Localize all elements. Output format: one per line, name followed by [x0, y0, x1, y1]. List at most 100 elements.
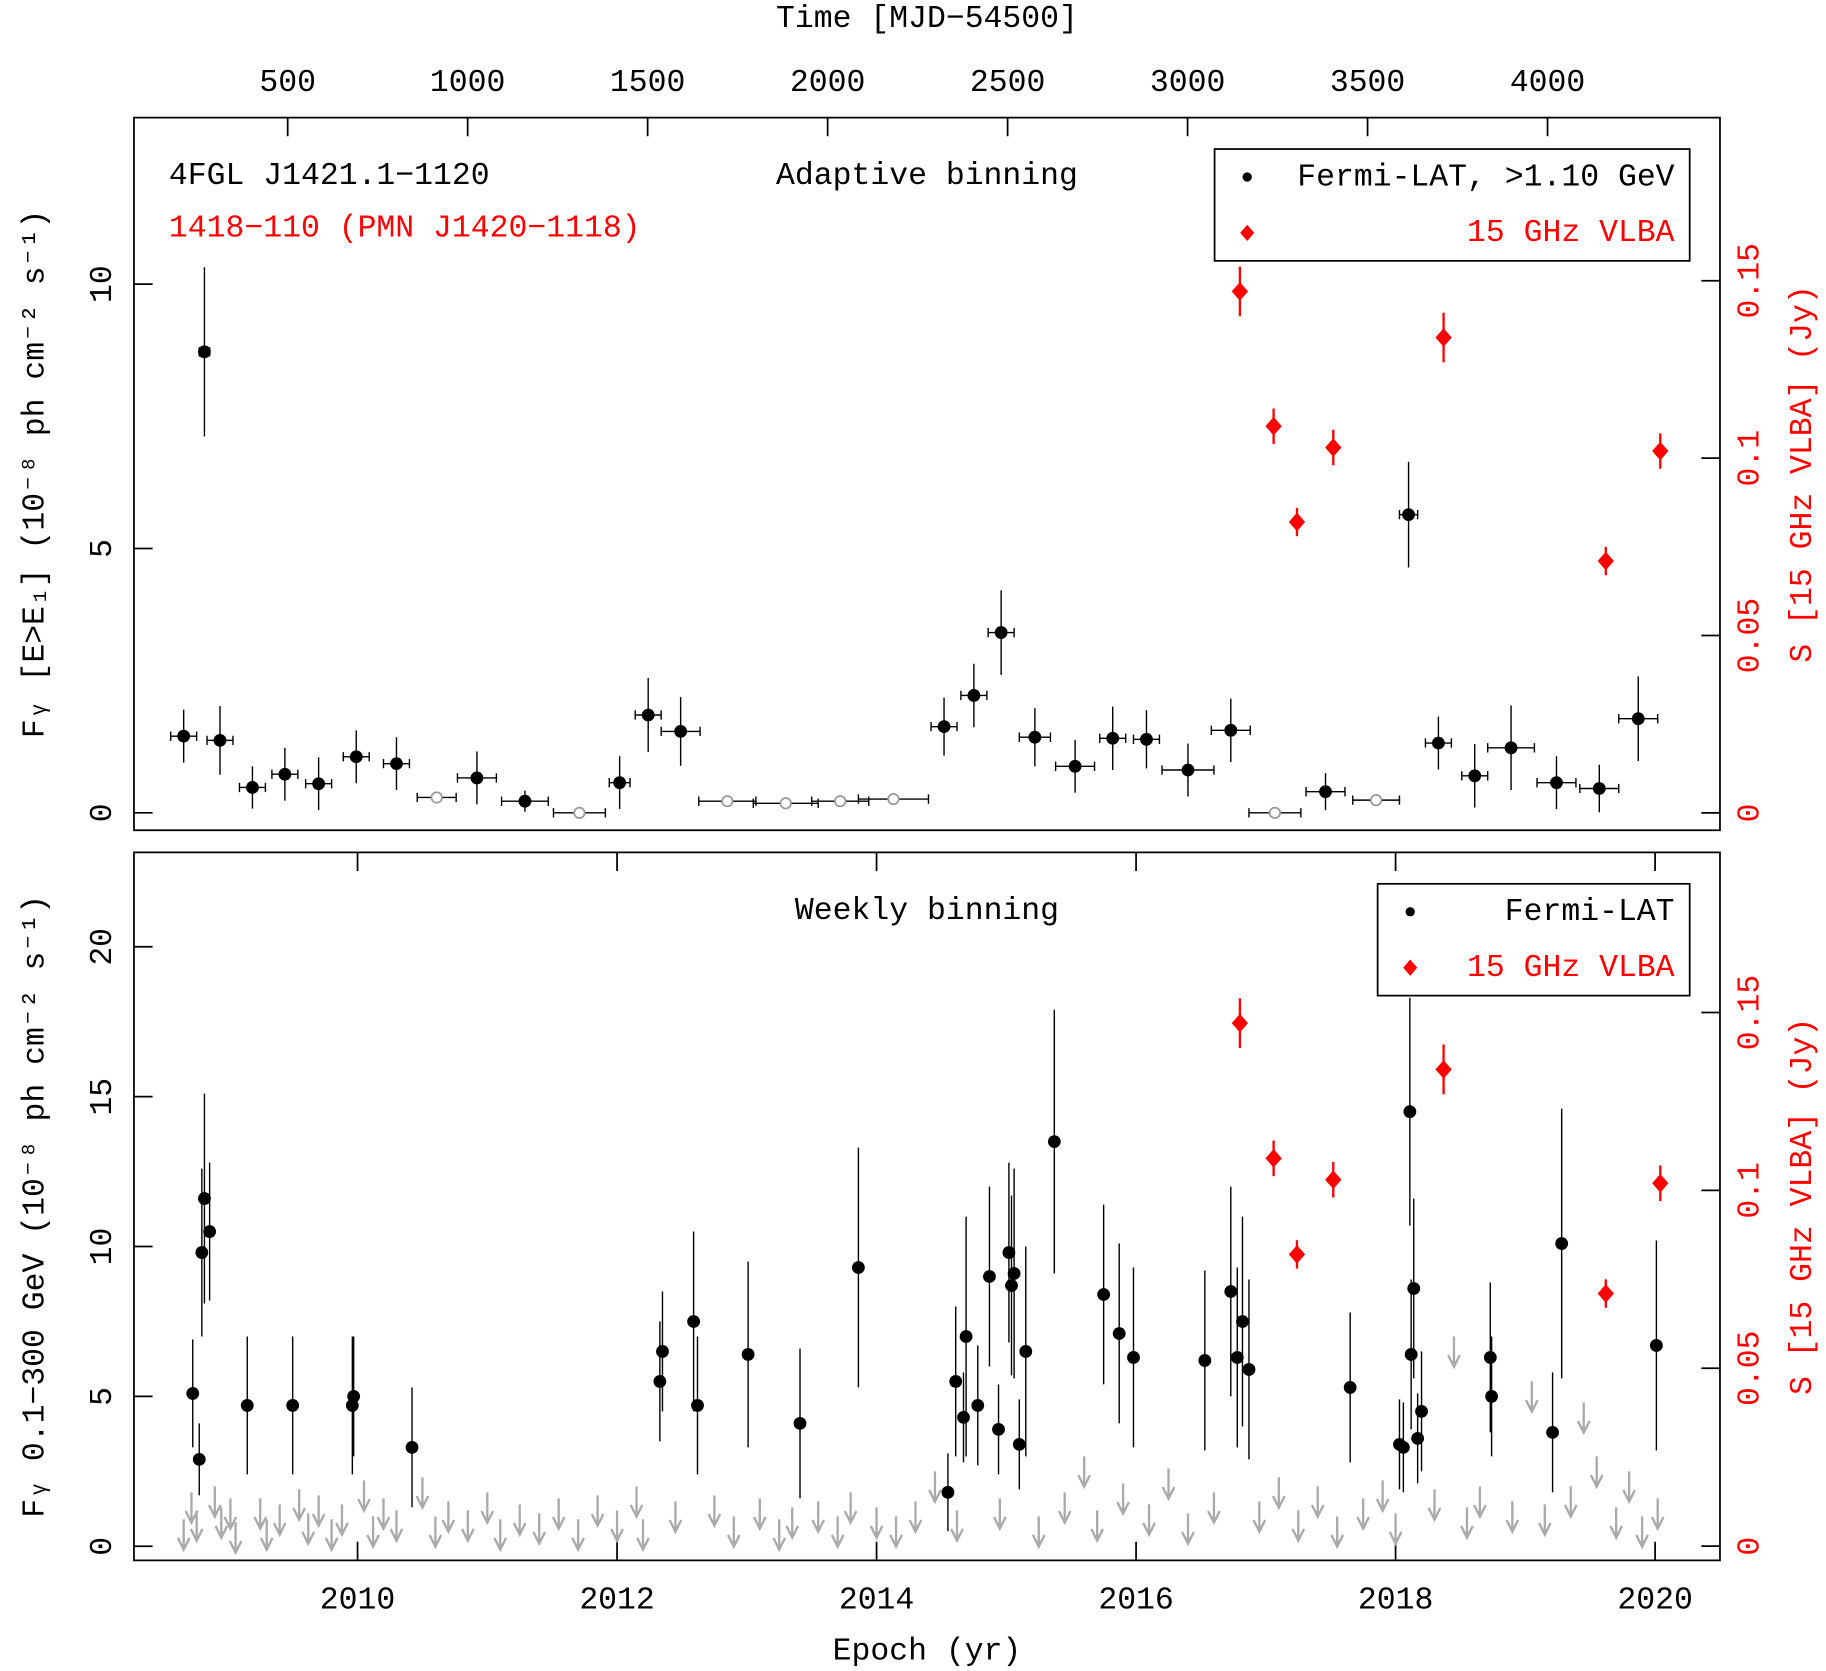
x2-tick-label: 2500 [970, 66, 1045, 101]
upper-limit-arrow [1310, 1486, 1325, 1520]
data-point [1403, 1105, 1417, 1119]
upper-limit-arrow [1473, 1486, 1487, 1520]
y-axis-label: Fᵧ [E>E₁] (10⁻⁸ ph cm⁻² s⁻¹) [18, 210, 53, 738]
upper-limit-point [1370, 794, 1383, 807]
data-point [1127, 1351, 1140, 1364]
y-tick-label: 20 [86, 928, 121, 966]
data-point [1112, 1327, 1126, 1340]
x-tick-label: 2014 [839, 1583, 914, 1618]
data-point [246, 781, 259, 794]
data-point [1012, 1437, 1026, 1451]
data-point [1649, 1339, 1663, 1352]
data-point [1319, 785, 1332, 799]
data-point [1047, 1135, 1061, 1149]
x-tick-label: 2012 [579, 1583, 654, 1618]
upper-limit-arrow [551, 1498, 566, 1532]
data-point [959, 1330, 973, 1343]
data-point [1504, 741, 1518, 755]
data-point [992, 1422, 1005, 1436]
data-point [213, 733, 227, 747]
legend-label: 15 GHz VLBA [1467, 216, 1675, 251]
upper-limit-arrow [1330, 1516, 1345, 1550]
data-point [851, 1261, 865, 1274]
data-point [1631, 712, 1645, 726]
y-tick-label: 5 [86, 539, 121, 558]
upper-limit-arrow [950, 1510, 964, 1544]
data-point [1592, 782, 1606, 795]
upper-limit-arrow [1505, 1501, 1520, 1535]
y2-tick-label: 0.15 [1734, 975, 1769, 1050]
y2-tick-label: 0.05 [1734, 1331, 1769, 1406]
upper-limit-arrow [493, 1519, 508, 1553]
y-tick-label: 0 [86, 803, 121, 822]
upper-limit-arrow [1609, 1507, 1624, 1541]
data-point [1005, 1279, 1018, 1292]
radio-point [1265, 416, 1282, 436]
data-point [1468, 769, 1482, 783]
upper-limit-arrow [1356, 1498, 1371, 1532]
upper-limit-arrow [441, 1501, 456, 1535]
data-point [349, 750, 363, 764]
upper-limit-arrow [811, 1501, 826, 1535]
data-point [195, 1246, 209, 1259]
upper-limit-arrow [1252, 1501, 1267, 1535]
y-tick-label: 0 [86, 1537, 121, 1556]
data-point [278, 767, 292, 781]
data-point [286, 1399, 300, 1412]
data-point [1402, 508, 1415, 522]
data-point [941, 1485, 955, 1499]
x2-tick-label: 1500 [610, 66, 685, 101]
upper-limit-arrow [189, 1510, 204, 1544]
upper-limit-arrow [532, 1513, 547, 1547]
upper-limit-arrow [1207, 1492, 1221, 1526]
x2-tick-label: 3500 [1330, 66, 1405, 101]
y-tick-label: 10 [86, 265, 121, 303]
data-point [1068, 759, 1082, 773]
annotation: 4FGL J1421.1−1120 [169, 159, 490, 194]
upper-limit-point [779, 797, 792, 810]
data-point [687, 1315, 701, 1328]
x-tick-label: 2016 [1098, 1583, 1173, 1618]
upper-limit-arrow [1116, 1483, 1130, 1517]
radio-point [1231, 282, 1249, 301]
radio-point [1325, 438, 1342, 457]
legend-label: Fermi-LAT [1505, 895, 1675, 930]
y-axis-label: Fᵧ 0.1−300 GeV (10⁻⁸ ph cm⁻² s⁻¹) [18, 895, 53, 1518]
y2-tick-label: 0 [1734, 1537, 1769, 1556]
data-point [1028, 730, 1042, 744]
data-point [240, 1399, 254, 1412]
radio-point [1435, 1060, 1452, 1079]
upper-limit-arrow [1161, 1468, 1176, 1502]
upper-limit-arrow [259, 1519, 274, 1553]
y2-axis-label: S [15 GHz VLBA] (Jy) [1786, 285, 1821, 662]
radio-point [1652, 441, 1669, 461]
upper-limit-arrow [366, 1516, 380, 1550]
panel-title: Adaptive binning [776, 159, 1078, 194]
data-point [994, 626, 1008, 639]
radio-point [1435, 328, 1452, 347]
upper-limit-arrow [772, 1519, 787, 1553]
data-point [1407, 1282, 1421, 1295]
upper-limit-arrow [460, 1510, 475, 1544]
legend-marker [1242, 172, 1252, 182]
upper-limit-arrow [668, 1501, 683, 1535]
x2-axis-label: Time [MJD−54500] [776, 2, 1078, 37]
data-point [949, 1375, 963, 1388]
data-point [518, 794, 532, 808]
data-point [691, 1399, 704, 1412]
upper-limit-arrow [1563, 1486, 1578, 1520]
upper-limit-arrow [1537, 1504, 1552, 1538]
y2-tick-label: 0 [1734, 803, 1769, 822]
upper-limit-arrow [1090, 1510, 1105, 1544]
upper-limit-arrow [1271, 1477, 1286, 1511]
upper-limit-arrow [785, 1507, 800, 1541]
radio-point [1325, 1170, 1342, 1190]
radio-point [1597, 551, 1614, 571]
upper-limit-arrow [1460, 1507, 1474, 1541]
legend-box [1376, 882, 1691, 997]
legend-label: 15 GHz VLBA [1467, 951, 1675, 986]
upper-limit-point [834, 795, 847, 808]
data-point [971, 1399, 985, 1412]
